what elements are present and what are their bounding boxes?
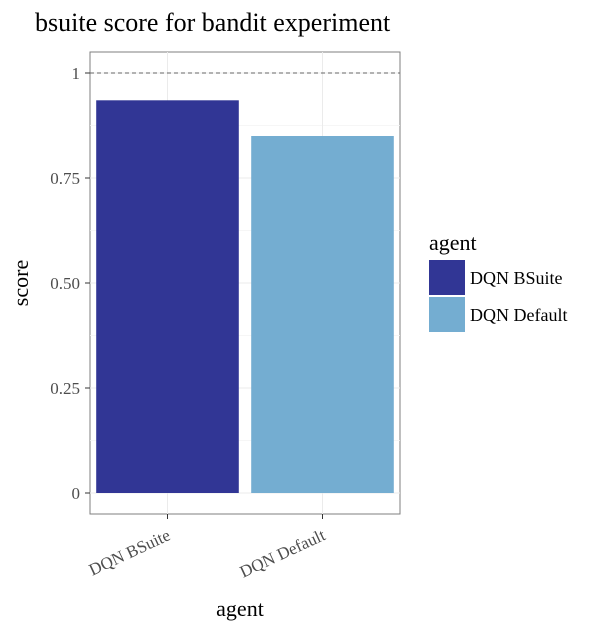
legend-swatch: [429, 260, 465, 295]
legend-swatch: [429, 297, 465, 332]
bar-dqn-bsuite: [96, 100, 239, 494]
legend-label: DQN Default: [470, 305, 567, 325]
legend-title: agent: [429, 230, 477, 255]
x-axis: DQN BSuite DQN Default: [86, 514, 328, 582]
chart-title: bsuite score for bandit experiment: [35, 8, 391, 37]
legend-items: DQN BSuite DQN Default: [429, 260, 567, 332]
plot-area: [89, 51, 401, 515]
x-tick-label: DQN BSuite: [86, 525, 173, 579]
x-axis-label: agent: [216, 596, 264, 621]
y-tick-label: 0: [72, 484, 81, 503]
y-axis-label: score: [8, 260, 33, 306]
y-tick-label: 0.50: [50, 274, 80, 293]
bar-dqn-default: [251, 136, 394, 493]
y-tick-label: 1: [72, 64, 81, 83]
y-tick-label: 0.25: [50, 379, 80, 398]
x-tick-label: DQN Default: [237, 525, 329, 581]
bars-layer: [96, 100, 394, 494]
legend-label: DQN BSuite: [470, 268, 563, 288]
y-axis: 0 0.25 0.50 0.75 1: [50, 64, 90, 503]
legend: agent DQN BSuite DQN Default: [429, 230, 567, 332]
y-tick-label: 0.75: [50, 169, 80, 188]
